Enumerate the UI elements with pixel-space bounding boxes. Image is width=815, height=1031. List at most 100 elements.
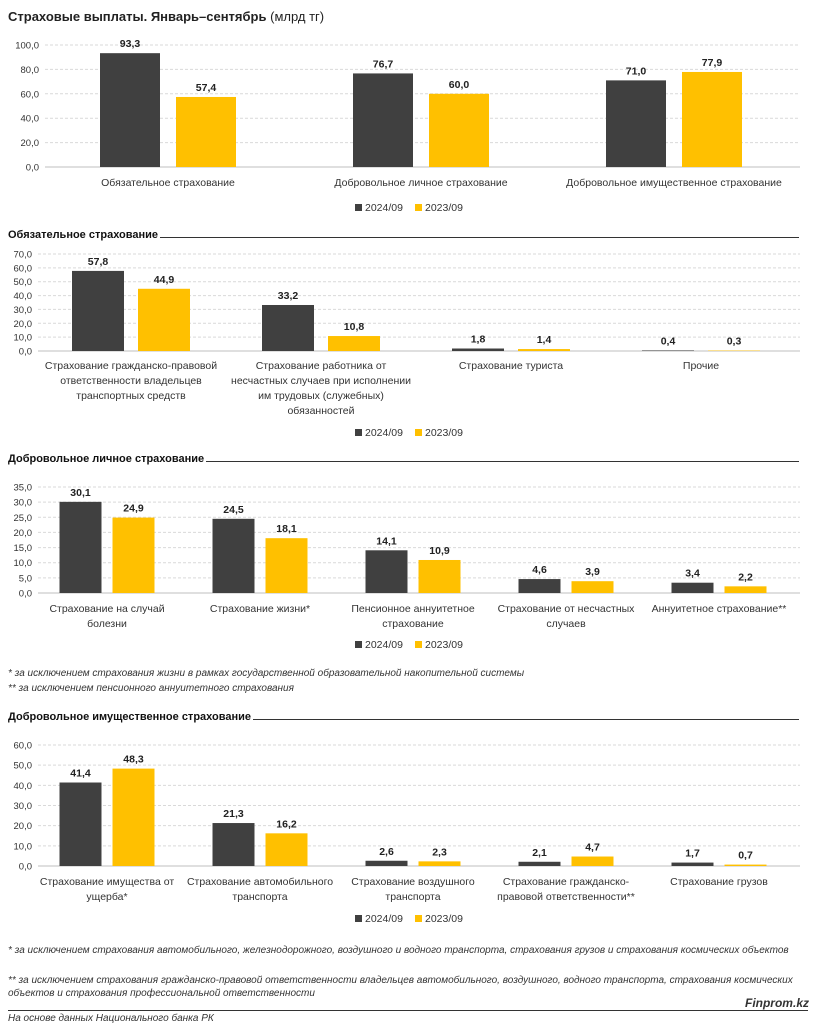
- x-category-label: Страхование воздушного: [351, 876, 475, 888]
- legend-label-2023: 2023/09: [425, 427, 463, 439]
- bar-2023: [265, 538, 308, 593]
- legend-swatch-2024: [355, 915, 362, 922]
- bar-2024: [59, 782, 102, 866]
- section-title-voluntary-property: Добровольное имущественное страхование: [8, 711, 253, 723]
- data-label: 2,1: [532, 847, 547, 859]
- bar-2023: [418, 559, 461, 593]
- data-label: 44,9: [154, 274, 175, 286]
- bar-2024: [353, 73, 413, 167]
- data-label: 3,4: [685, 568, 700, 580]
- data-label: 71,0: [626, 65, 647, 77]
- x-category-label: Страхование работника от: [256, 360, 387, 372]
- x-category-label: Добровольное имущественное страхование: [566, 177, 782, 189]
- data-label: 3,9: [585, 566, 600, 578]
- y-tick-label: 25,0: [14, 513, 33, 524]
- y-tick-label: 0,0: [19, 862, 32, 873]
- y-tick-label: 20,0: [21, 138, 40, 149]
- data-label: 4,7: [585, 842, 600, 854]
- x-category-label: ущерба*: [86, 891, 127, 903]
- chart-voluntary-property-insurance: 0,0 10,0 20,0 30,0 40,0 50,0 60,0 41,4 48,3 Страх…: [14, 741, 800, 925]
- y-tick-label: 5,0: [19, 573, 32, 584]
- legend-label-2023: 2023/09: [425, 202, 463, 214]
- chart-total-payouts: 0,0 20,0 40,0 60,0 80,0 100,0 93,3 57,4 Обязател…: [15, 38, 800, 214]
- y-tick-label: 0,0: [19, 589, 32, 600]
- y-tick-label: 10,0: [14, 558, 33, 569]
- data-label: 30,1: [70, 487, 91, 499]
- bar-2023: [328, 336, 380, 351]
- x-category-label: случаев: [546, 618, 586, 630]
- y-tick-label: 40,0: [14, 781, 33, 792]
- data-label: 1,8: [471, 334, 486, 346]
- footnote-personal-2: ** за исключением пенсионного аннуитетно…: [8, 683, 294, 694]
- data-label: 48,3: [123, 754, 144, 766]
- y-tick-label: 30,0: [14, 305, 33, 316]
- x-category-label: Страхование от несчастных: [498, 603, 636, 615]
- legend-swatch-2024: [355, 204, 362, 211]
- bar-2024: [671, 582, 714, 593]
- x-category-label: Страхование имущества от: [40, 876, 174, 888]
- x-category-label: Страхование гражданско-правовой: [45, 360, 217, 372]
- bar-2024: [212, 823, 255, 866]
- y-tick-label: 30,0: [14, 801, 33, 812]
- x-category-label: Добровольное личное страхование: [334, 177, 507, 189]
- x-category-label: им трудовых (служебных): [258, 390, 384, 402]
- data-label: 57,4: [196, 82, 217, 94]
- x-category-label: Прочие: [683, 360, 719, 372]
- section-title-voluntary-personal: Добровольное личное страхование: [8, 453, 207, 465]
- bar-2024: [671, 862, 714, 866]
- legend-label-2023: 2023/09: [425, 639, 463, 651]
- data-label: 16,2: [276, 818, 297, 830]
- y-tick-label: 0,0: [26, 163, 39, 174]
- x-category-label: Обязательное страхование: [101, 177, 235, 189]
- x-category-label: обязанностей: [287, 405, 354, 417]
- data-label: 76,7: [373, 58, 394, 70]
- legend-swatch-2024: [355, 429, 362, 436]
- bar-2023: [138, 288, 190, 351]
- y-tick-label: 10,0: [14, 333, 33, 344]
- section-divider: [8, 719, 799, 720]
- data-label: 0,4: [661, 335, 676, 347]
- x-category-label: страхование: [382, 618, 444, 630]
- legend-swatch-2023: [415, 641, 422, 648]
- section-title-mandatory: Обязательное страхование: [8, 229, 161, 241]
- data-label: 10,9: [429, 545, 450, 557]
- bar-2023: [265, 833, 308, 866]
- data-label: 1,7: [685, 848, 700, 860]
- data-label: 2,2: [738, 571, 753, 583]
- x-category-label: Страхование туриста: [459, 360, 563, 372]
- bar-2023: [724, 864, 767, 866]
- x-category-label: Страхование на случай: [49, 603, 164, 615]
- bar-2023: [429, 93, 489, 167]
- footer-divider: [8, 1010, 808, 1011]
- y-tick-label: 50,0: [14, 761, 33, 772]
- y-tick-label: 100,0: [15, 41, 39, 52]
- data-label: 2,3: [432, 846, 447, 858]
- bar-2024: [212, 518, 255, 593]
- bar-2023: [176, 96, 236, 167]
- y-tick-label: 70,0: [14, 250, 33, 261]
- bar-2024: [452, 348, 504, 351]
- bar-2024: [59, 501, 102, 593]
- page-title: Страховые выплаты. Январь–сентябрь (млрд…: [8, 9, 324, 24]
- data-label: 14,1: [376, 535, 397, 547]
- legend-label-2024: 2024/09: [365, 427, 403, 439]
- x-category-label: несчастных случаев при исполнении: [231, 375, 411, 387]
- source-note: На основе данных Национального банка РК: [8, 1013, 214, 1024]
- bar-2024: [72, 270, 124, 351]
- bar-2023: [112, 517, 155, 593]
- page-title-main: Страховые выплаты. Январь–сентябрь: [8, 9, 267, 24]
- y-tick-label: 20,0: [14, 821, 33, 832]
- data-label: 93,3: [120, 38, 141, 50]
- chart-voluntary-personal-insurance: 0,0 5,0 10,0 15,0 20,0 25,0 30,0 35,0 30,1 24,9 Ст…: [14, 483, 800, 651]
- legend-label-2024: 2024/09: [365, 913, 403, 925]
- data-label: 2,6: [379, 846, 394, 858]
- x-category-label: транспорта: [385, 891, 440, 903]
- data-label: 33,2: [278, 290, 299, 302]
- x-category-label: транспорта: [232, 891, 287, 903]
- data-label: 0,7: [738, 850, 753, 862]
- data-label: 0,3: [727, 336, 742, 348]
- y-tick-label: 0,0: [19, 347, 32, 358]
- data-label: 21,3: [223, 808, 244, 820]
- legend-label-2024: 2024/09: [365, 639, 403, 651]
- footnote-property-2: ** за исключением страхования гражданско…: [8, 975, 793, 999]
